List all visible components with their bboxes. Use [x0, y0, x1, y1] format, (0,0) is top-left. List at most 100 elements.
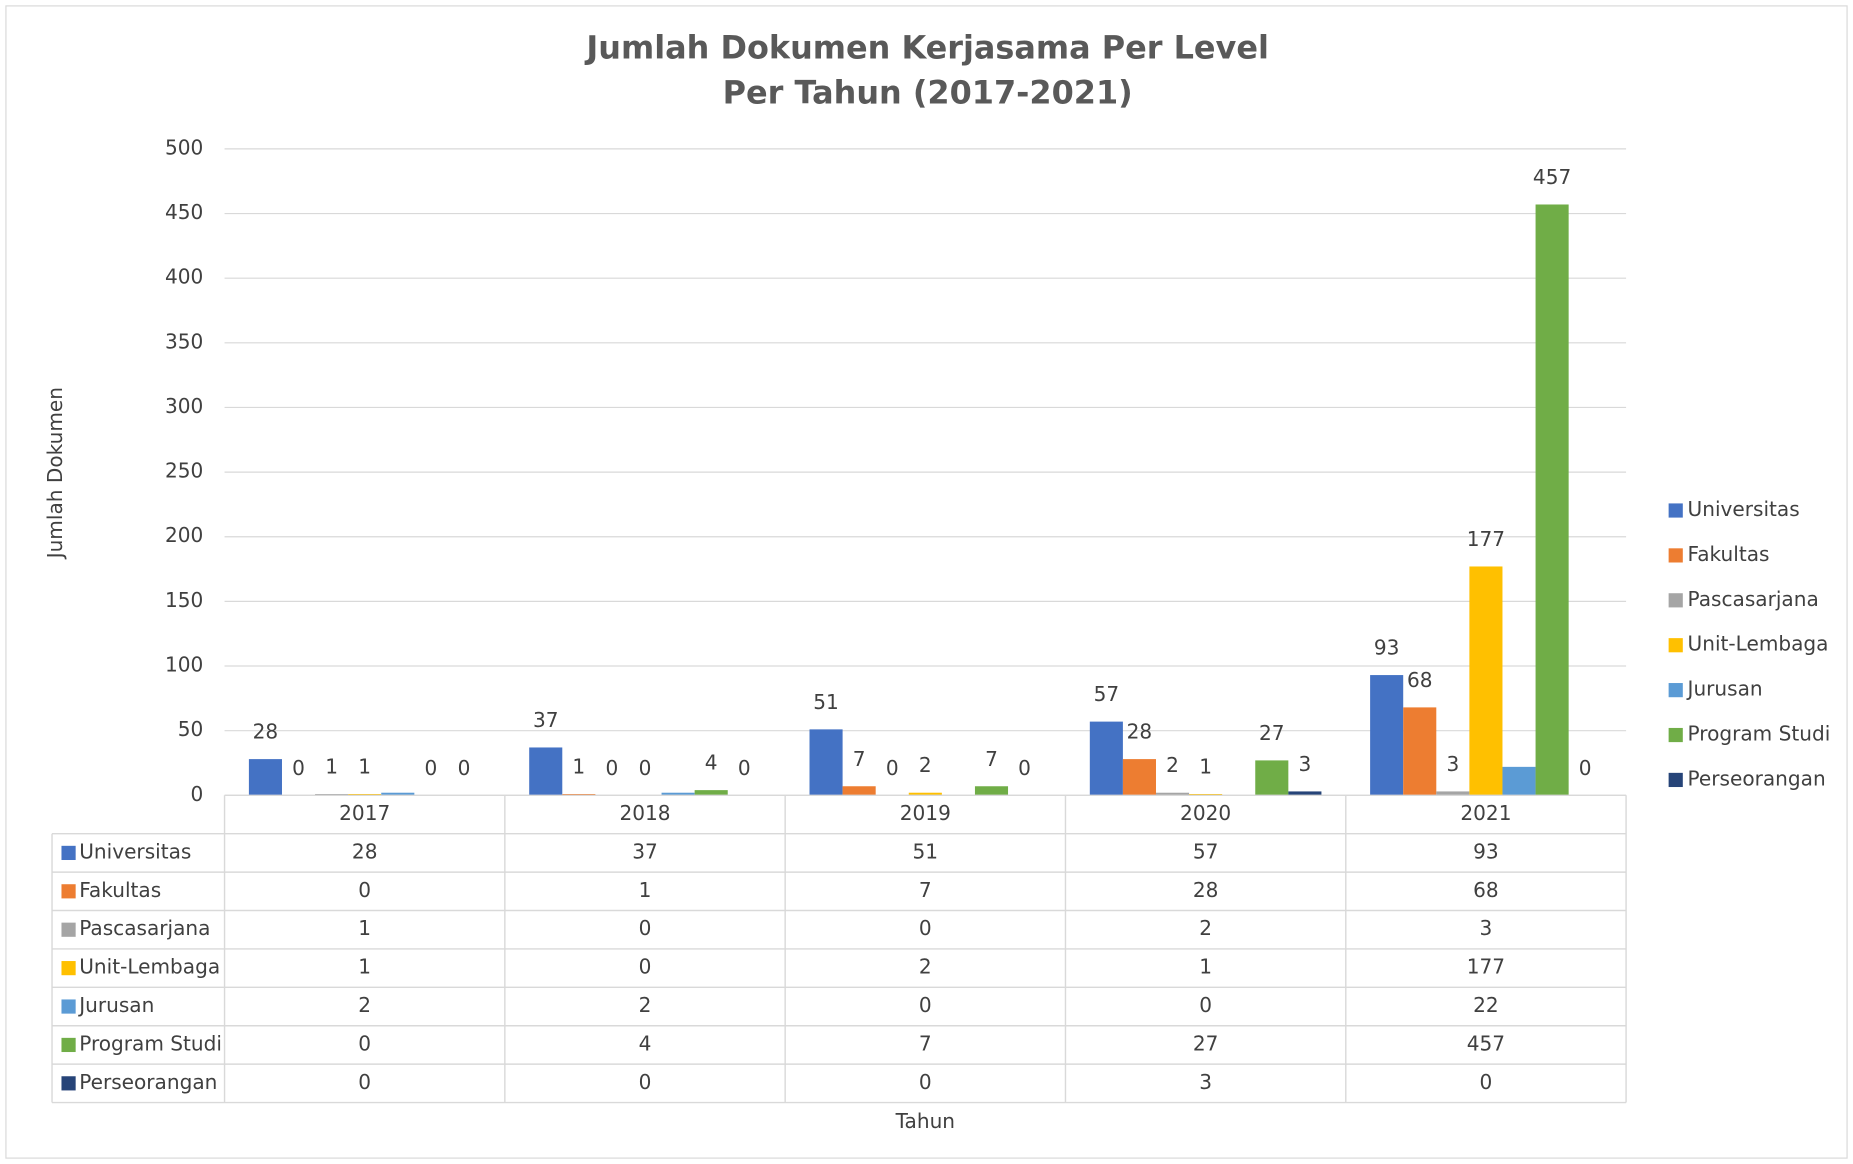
- data-label: 0: [738, 756, 751, 780]
- data-label: 0: [424, 756, 437, 780]
- data-label: 28: [1127, 720, 1153, 744]
- y-tick-label: 450: [165, 200, 203, 224]
- bar: [529, 747, 563, 796]
- table-row-label: Fakultas: [79, 878, 161, 902]
- data-label: 457: [1533, 165, 1571, 189]
- bar: [908, 792, 942, 796]
- table-cell: 7: [919, 878, 932, 902]
- table-cell: 3: [1480, 916, 1493, 940]
- chart-subtitle: Per Tahun (2017-2021): [723, 74, 1133, 112]
- bar: [1122, 759, 1156, 796]
- bar: [1155, 792, 1190, 796]
- table-cell: 93: [1473, 839, 1499, 863]
- table-cell: 28: [352, 839, 378, 863]
- data-label: 1: [325, 755, 338, 779]
- table-cell: 27: [1193, 1031, 1219, 1055]
- legend-key: [1668, 772, 1683, 788]
- data-label: 3: [1446, 752, 1459, 776]
- x-tick-label: 2020: [1180, 801, 1231, 825]
- table-cell: 0: [919, 993, 932, 1017]
- data-label: 1: [1199, 755, 1212, 779]
- y-tick-label: 0: [191, 782, 204, 806]
- legend-label: Universitas: [1688, 497, 1800, 521]
- data-label: 0: [1018, 756, 1031, 780]
- table-row-label: Unit-Lembaga: [79, 955, 220, 979]
- bar: [1502, 766, 1536, 796]
- table-row-label: Jurusan: [77, 993, 154, 1017]
- table-cell: 0: [639, 1070, 652, 1094]
- bar: [1535, 204, 1569, 796]
- y-tick-label: 400: [165, 265, 203, 289]
- bar: [661, 792, 695, 796]
- table-cell: 51: [913, 839, 939, 863]
- legend-key: [1668, 593, 1683, 608]
- table-cell: 4: [639, 1031, 652, 1055]
- table-cell: 2: [1199, 916, 1212, 940]
- legend-key: [1668, 548, 1683, 563]
- table-cell: 0: [639, 955, 652, 979]
- data-label: 2: [1166, 753, 1179, 777]
- table-cell: 57: [1193, 839, 1219, 863]
- legend-key: [61, 961, 76, 976]
- legend-label: Pascasarjana: [1688, 587, 1819, 611]
- bar: [1403, 707, 1437, 796]
- data-label: 3: [1298, 752, 1311, 776]
- data-label: 27: [1259, 721, 1285, 745]
- table-cell: 0: [358, 878, 371, 902]
- table-cell: 1: [358, 955, 371, 979]
- data-label: 7: [985, 747, 998, 771]
- bar: [842, 786, 876, 796]
- legend-key: [61, 845, 76, 861]
- bar: [1436, 791, 1470, 796]
- table-row-label: Perseorangan: [79, 1070, 217, 1094]
- legend-label: Perseorangan: [1688, 766, 1826, 790]
- legend-label: Fakultas: [1688, 542, 1770, 566]
- table-cell: 0: [358, 1031, 371, 1055]
- table-cell: 457: [1467, 1031, 1505, 1055]
- x-tick-label: 2019: [900, 801, 951, 825]
- y-tick-label: 100: [165, 653, 203, 677]
- bar: [248, 759, 282, 796]
- data-label: 51: [813, 690, 839, 714]
- chart-title: Jumlah Dokumen Kerjasama Per Level: [584, 29, 1268, 67]
- table-cell: 28: [1193, 878, 1219, 902]
- legend-key: [61, 922, 76, 937]
- legend-key: [61, 999, 76, 1014]
- data-label: 2: [919, 753, 932, 777]
- data-label: 0: [1579, 756, 1592, 780]
- legend-key: [1668, 638, 1683, 653]
- bar: [1089, 721, 1123, 796]
- data-label: 0: [639, 756, 652, 780]
- data-label: 57: [1094, 682, 1120, 706]
- table-row-label: Program Studi: [79, 1031, 222, 1055]
- bar: [809, 729, 843, 796]
- bar: [381, 792, 415, 796]
- table-cell: 0: [919, 1070, 932, 1094]
- x-tick-label: 2018: [619, 801, 670, 825]
- table-row-label: Universitas: [79, 839, 191, 863]
- table-cell: 0: [919, 916, 932, 940]
- legend-key: [1668, 727, 1683, 743]
- legend-key: [61, 1037, 76, 1053]
- y-tick-label: 300: [165, 394, 203, 418]
- data-label: 0: [458, 756, 471, 780]
- y-axis-label: Jumlah Dokumen: [43, 387, 67, 560]
- table-cell: 7: [919, 1031, 932, 1055]
- y-tick-label: 150: [165, 588, 203, 612]
- legend-key: [61, 1076, 76, 1091]
- data-label: 0: [886, 756, 899, 780]
- bar: [974, 786, 1009, 796]
- data-label: 0: [606, 756, 619, 780]
- legend-key: [1668, 683, 1683, 698]
- table-cell: 0: [639, 916, 652, 940]
- data-label: 7: [853, 747, 866, 771]
- y-tick-label: 200: [165, 523, 203, 547]
- table-cell: 177: [1467, 955, 1505, 979]
- table-cell: 2: [639, 993, 652, 1017]
- data-label: 177: [1467, 527, 1505, 551]
- data-label: 4: [705, 751, 718, 775]
- data-label: 28: [253, 720, 279, 744]
- x-tick-label: 2017: [339, 801, 390, 825]
- data-label: 1: [572, 755, 585, 779]
